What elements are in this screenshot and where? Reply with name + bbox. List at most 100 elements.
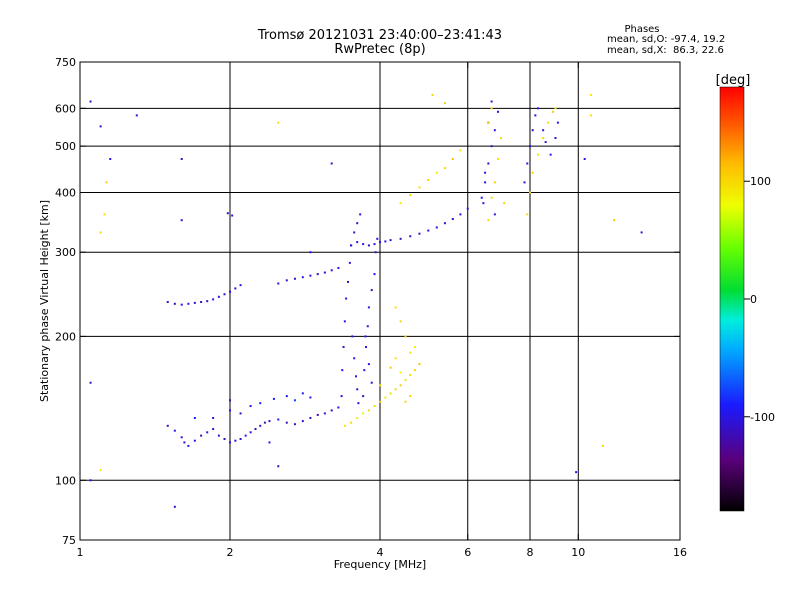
colorbar-ticks: -100 0 100 — [744, 175, 775, 424]
data-point — [534, 114, 537, 117]
data-point — [348, 261, 351, 264]
data-point — [249, 431, 252, 434]
data-point — [268, 441, 271, 444]
x-tick-label: 10 — [571, 546, 585, 559]
data-point — [337, 406, 340, 409]
data-point — [409, 374, 412, 377]
chart-subtitle: RwPretec (8p) — [334, 42, 425, 57]
data-point — [399, 202, 402, 205]
grid-lines — [80, 62, 680, 540]
data-point — [187, 444, 190, 447]
data-point — [490, 145, 493, 148]
data-point — [370, 289, 373, 292]
data-point — [399, 320, 402, 323]
data-point — [490, 196, 493, 199]
data-point — [285, 421, 288, 424]
data-point — [493, 129, 496, 132]
data-point — [206, 431, 209, 434]
data-point — [389, 392, 392, 395]
data-point — [409, 351, 412, 354]
colorbar-tick-label: -100 — [750, 411, 775, 424]
data-point — [536, 153, 539, 156]
data-point — [531, 171, 534, 174]
data-point — [379, 400, 381, 403]
data-point — [435, 171, 438, 174]
data-point — [293, 399, 296, 402]
data-point — [547, 121, 550, 124]
data-point — [554, 137, 557, 140]
data-point — [166, 424, 169, 427]
data-point — [554, 107, 557, 110]
data-point — [427, 178, 430, 181]
data-point — [229, 409, 231, 412]
data-point — [277, 418, 280, 421]
data-point — [183, 441, 186, 444]
data-point — [529, 145, 531, 148]
data-point — [351, 335, 354, 338]
data-point — [231, 214, 234, 217]
data-point — [277, 282, 280, 285]
data-point — [367, 244, 370, 247]
data-point — [542, 137, 545, 140]
data-point — [379, 384, 381, 387]
data-point — [301, 392, 304, 395]
colorbar — [719, 86, 745, 512]
data-point — [316, 413, 319, 416]
data-point — [418, 363, 421, 366]
data-point — [217, 434, 220, 437]
data-point — [394, 306, 397, 309]
data-point — [394, 357, 397, 360]
data-point — [206, 300, 209, 303]
data-point — [301, 276, 304, 279]
data-point — [173, 302, 176, 305]
data-point — [356, 388, 359, 391]
y-axis-label: Stationary phase Virtual Height [km] — [38, 200, 51, 402]
data-point — [435, 226, 438, 229]
x-tick-label: 6 — [464, 546, 471, 559]
data-point — [364, 335, 367, 338]
data-point — [346, 280, 349, 283]
x-tick-label: 8 — [527, 546, 534, 559]
data-point — [259, 424, 262, 427]
data-point — [99, 125, 102, 128]
data-point — [229, 399, 231, 402]
y-tick-label: 300 — [55, 246, 76, 259]
data-point — [640, 231, 643, 234]
data-point — [343, 320, 346, 323]
data-point — [459, 149, 462, 152]
data-point — [589, 93, 592, 96]
data-points — [89, 93, 643, 508]
data-point — [226, 212, 229, 215]
data-point — [254, 428, 257, 431]
data-point — [277, 465, 280, 468]
data-point — [99, 469, 102, 472]
data-point — [404, 379, 407, 382]
data-point — [89, 100, 92, 103]
data-point — [343, 424, 346, 427]
stats-o-mode: mean, sd,O: -97.4, 19.2 — [607, 34, 725, 45]
data-point — [180, 158, 183, 161]
data-point — [427, 229, 430, 232]
data-point — [330, 269, 333, 272]
data-point — [389, 239, 392, 242]
data-point — [293, 277, 296, 280]
data-point — [350, 244, 353, 247]
data-point — [466, 207, 469, 210]
data-point — [487, 121, 490, 124]
data-point — [323, 271, 326, 274]
data-point — [523, 181, 526, 184]
data-point — [490, 100, 493, 103]
data-point — [180, 436, 183, 439]
data-point — [484, 181, 487, 184]
data-point — [399, 371, 402, 374]
colorbar-tick-label: 0 — [750, 293, 757, 306]
data-point — [542, 129, 545, 132]
data-point — [431, 93, 434, 96]
data-point — [345, 297, 348, 300]
data-point — [451, 218, 454, 221]
data-point — [373, 243, 376, 246]
data-point — [354, 375, 357, 378]
data-point — [496, 158, 499, 161]
data-point — [399, 384, 402, 387]
data-point — [309, 274, 312, 277]
